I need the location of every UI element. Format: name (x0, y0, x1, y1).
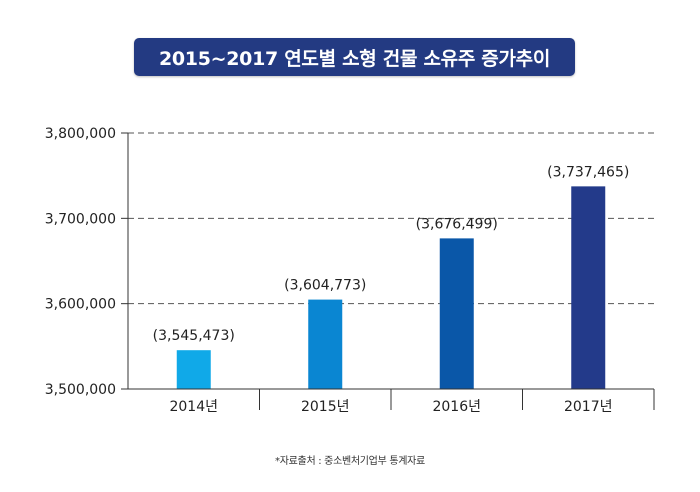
data-label-4: (3,737,465) (547, 164, 629, 180)
chart-title-banner: 2015~2017 연도별 소형 건물 소유주 증가추이 (134, 38, 575, 76)
y-tick-label: 3,600,000 (45, 297, 116, 313)
bar-4 (571, 186, 606, 389)
axes (127, 133, 655, 410)
source-note: *자료출처 : 중소벤처기업부 통계자료 (275, 456, 425, 467)
grid-lines (128, 132, 654, 305)
category-label-4: 2017년 (564, 399, 613, 415)
y-tick-label: 3,700,000 (45, 211, 116, 227)
category-label-1: 2014년 (169, 399, 218, 415)
data-labels: (3,545,473) (3,604,773) (3,676,499) (3,737,… (153, 164, 630, 344)
data-label-2: (3,604,773) (284, 278, 366, 294)
data-label-3: (3,676,499) (416, 216, 498, 232)
x-axis-categories: 2014년 2015년 2016년 2017년 (169, 399, 612, 415)
y-tick-label: 3,500,000 (45, 382, 116, 398)
y-axis-ticks: 3,500,000 3,600,000 3,700,000 3,800,000 (45, 126, 128, 398)
data-label-1: (3,545,473) (153, 328, 235, 344)
bar-1 (176, 350, 211, 389)
category-label-3: 2016년 (432, 399, 481, 415)
y-tick-label: 3,800,000 (45, 126, 116, 142)
category-label-2: 2015년 (301, 399, 350, 415)
bars (176, 186, 606, 389)
chart-title: 2015~2017 연도별 소형 건물 소유주 증가추이 (158, 47, 551, 70)
bar-3 (439, 238, 474, 389)
bar-2 (308, 299, 343, 389)
